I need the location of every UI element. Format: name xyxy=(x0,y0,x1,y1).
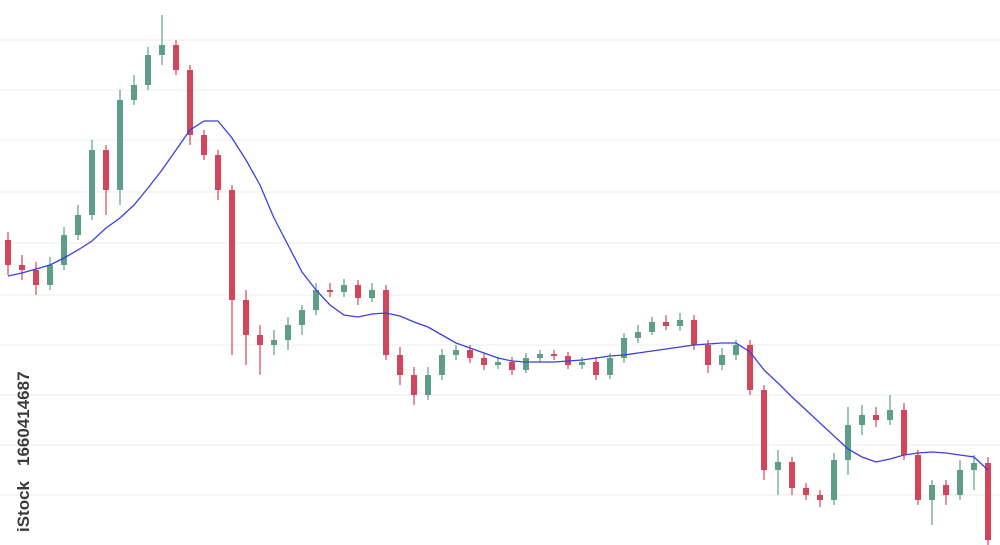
candle-body xyxy=(243,300,249,335)
candle-body xyxy=(131,85,137,100)
candle-body xyxy=(537,354,543,358)
candle-body xyxy=(327,290,333,292)
candle-body xyxy=(257,335,263,345)
candle-body xyxy=(33,270,39,285)
candle-body xyxy=(495,362,501,365)
candle-body xyxy=(467,350,473,358)
candle-body xyxy=(369,290,375,298)
candle-body xyxy=(943,485,949,495)
candle-body xyxy=(873,415,879,420)
candle-body xyxy=(61,235,67,265)
candle-body xyxy=(607,358,613,375)
candle-body xyxy=(663,322,669,326)
candle-body xyxy=(859,415,865,425)
candle-body xyxy=(481,358,487,365)
candle-body xyxy=(915,455,921,500)
candle-body xyxy=(775,462,781,470)
candle-body xyxy=(817,495,823,500)
candle-body xyxy=(397,355,403,375)
candle-body xyxy=(649,322,655,332)
candle-body xyxy=(215,155,221,190)
candle-body xyxy=(47,265,53,285)
candle-body xyxy=(677,320,683,326)
candle-body xyxy=(453,350,459,355)
candle-body xyxy=(803,488,809,495)
candle-body xyxy=(89,150,95,215)
candle-body xyxy=(173,45,179,70)
candle-body xyxy=(789,462,795,488)
candle-body xyxy=(593,362,599,375)
candle-body xyxy=(957,470,963,495)
candle-body xyxy=(985,463,991,540)
candle-body xyxy=(159,45,165,55)
candle-body xyxy=(271,340,277,345)
candle-body xyxy=(201,135,207,155)
candle-body xyxy=(355,285,361,298)
candle-body xyxy=(579,362,585,365)
candle-body xyxy=(285,325,291,340)
watermark-brand: iStock xyxy=(14,480,33,532)
candle-body xyxy=(103,150,109,190)
plot xyxy=(5,15,991,545)
candle-body xyxy=(929,485,935,500)
candle-body xyxy=(523,358,529,370)
candle-body xyxy=(831,460,837,500)
candle-body xyxy=(901,410,907,455)
candle-body xyxy=(971,463,977,470)
candle-body xyxy=(5,240,11,265)
candle-body xyxy=(341,285,347,292)
candle-body xyxy=(761,390,767,470)
candle-body xyxy=(145,55,151,85)
candle-body xyxy=(845,425,851,460)
candle-body xyxy=(117,100,123,190)
candle-body xyxy=(75,215,81,235)
candle-body xyxy=(719,355,725,365)
moving-average-line xyxy=(7,120,989,471)
candle-body xyxy=(635,332,641,338)
candle-body xyxy=(299,310,305,325)
candle-body xyxy=(733,345,739,355)
candle-body xyxy=(887,410,893,420)
candle-body xyxy=(747,345,753,390)
candle-body xyxy=(411,375,417,395)
candle-body xyxy=(425,375,431,395)
watermark-id: 1660414687 xyxy=(14,371,33,466)
candle-body xyxy=(439,355,445,375)
watermark: iStock 1660414687 xyxy=(14,371,33,532)
candle-body xyxy=(551,354,557,356)
candle-body xyxy=(313,290,319,310)
candle-body xyxy=(187,70,193,135)
candle-body xyxy=(705,345,711,365)
candle-body xyxy=(621,338,627,358)
candle-body xyxy=(691,320,697,345)
candle-body xyxy=(19,265,25,270)
candle-body xyxy=(383,290,389,355)
candle-body xyxy=(229,190,235,300)
candle-body xyxy=(509,362,515,370)
